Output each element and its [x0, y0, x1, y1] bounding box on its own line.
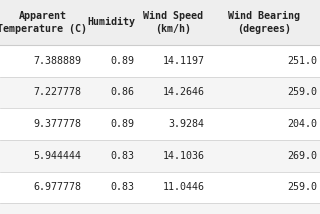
Text: Humidity: Humidity [87, 18, 135, 27]
Bar [0, 77, 320, 108]
Text: 259.0: 259.0 [287, 183, 317, 192]
Text: 14.1197: 14.1197 [163, 56, 205, 66]
Text: 259.0: 259.0 [287, 88, 317, 97]
Text: 251.0: 251.0 [287, 56, 317, 66]
Text: 269.0: 269.0 [287, 151, 317, 161]
Text: 0.89: 0.89 [110, 119, 134, 129]
Bar [0, 140, 320, 172]
Bar [0, 108, 320, 140]
Bar [0, 45, 320, 77]
Bar [0, 172, 320, 203]
Text: 11.0446: 11.0446 [163, 183, 205, 192]
Text: 9.377778: 9.377778 [34, 119, 82, 129]
Text: Wind Speed
(km/h): Wind Speed (km/h) [143, 11, 203, 34]
Text: 0.83: 0.83 [110, 151, 134, 161]
Bar [0, 0, 320, 45]
Text: 6.977778: 6.977778 [34, 183, 82, 192]
Text: 3.9284: 3.9284 [169, 119, 205, 129]
Text: Apparent
Temperature (C): Apparent Temperature (C) [0, 11, 87, 34]
Text: 0.83: 0.83 [110, 183, 134, 192]
Text: 7.388889: 7.388889 [34, 56, 82, 66]
Text: 0.89: 0.89 [110, 56, 134, 66]
Text: 14.2646: 14.2646 [163, 88, 205, 97]
Text: 5.944444: 5.944444 [34, 151, 82, 161]
Text: 0.86: 0.86 [110, 88, 134, 97]
Text: 14.1036: 14.1036 [163, 151, 205, 161]
Text: 204.0: 204.0 [287, 119, 317, 129]
Text: 7.227778: 7.227778 [34, 88, 82, 97]
Text: Wind Bearing
(degrees): Wind Bearing (degrees) [228, 11, 300, 34]
